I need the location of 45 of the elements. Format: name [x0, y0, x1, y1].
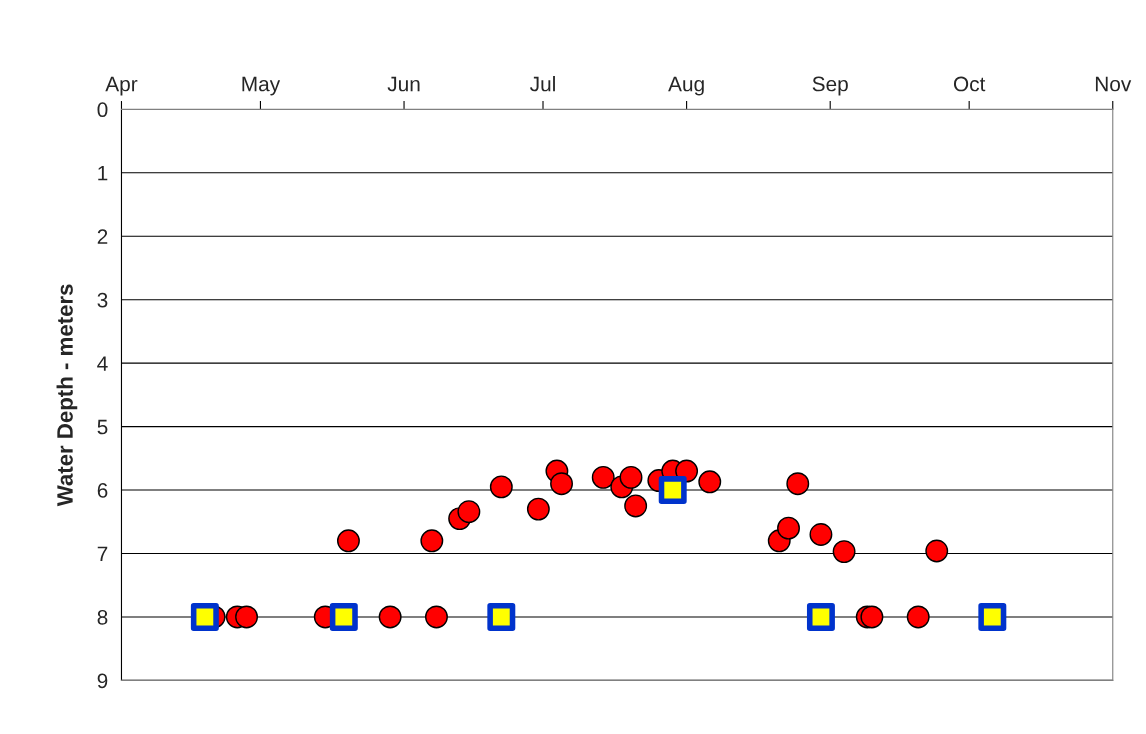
point — [378, 605, 402, 629]
point — [978, 602, 1007, 631]
point — [190, 602, 219, 631]
point — [591, 465, 615, 489]
point — [832, 540, 856, 564]
y-axis-title: Water Depth - meters — [56, 284, 78, 507]
point — [806, 602, 835, 631]
point — [624, 494, 648, 518]
point — [925, 539, 949, 563]
point — [658, 476, 687, 505]
point — [420, 529, 444, 553]
x-tick-label: Nov — [1095, 76, 1132, 92]
point — [487, 602, 516, 631]
point — [906, 605, 930, 629]
y-tick-label: 3 — [97, 292, 108, 308]
y-tick-label: 2 — [97, 229, 108, 244]
point — [235, 605, 258, 629]
point — [809, 523, 833, 546]
x-tick-label: Jul — [530, 76, 555, 92]
x-tick-label: Oct — [953, 76, 986, 92]
y-tick-label: 8 — [97, 609, 108, 625]
point — [619, 465, 643, 489]
y-tick-label: 5 — [97, 419, 108, 435]
point — [698, 470, 722, 494]
point — [860, 605, 884, 629]
x-tick-label: Aug — [668, 76, 704, 96]
point — [457, 500, 481, 524]
point — [329, 602, 358, 631]
point — [337, 529, 360, 553]
y-tick-label: 9 — [97, 673, 108, 689]
y-tick-label: 1 — [98, 166, 108, 181]
point — [526, 497, 550, 521]
x-tick-label: May — [242, 76, 281, 96]
y-tick-label: 7 — [97, 546, 108, 562]
x-tick-label: Jun — [387, 76, 420, 92]
point — [777, 516, 800, 540]
point — [550, 472, 573, 496]
point — [489, 475, 513, 499]
y-tick-label: 0 — [97, 102, 108, 118]
point — [425, 605, 448, 629]
x-tick-label: Apr — [105, 76, 138, 96]
point — [786, 472, 810, 496]
y-tick-label: 6 — [97, 483, 108, 498]
x-tick-label: Sep — [812, 76, 848, 96]
y-tick-label: 4 — [97, 356, 108, 371]
